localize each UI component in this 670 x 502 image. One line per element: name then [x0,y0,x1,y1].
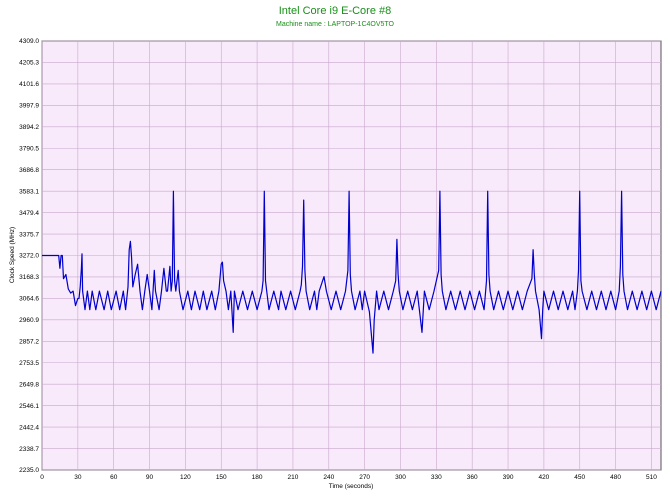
y-tick-label: 4101.6 [19,81,39,88]
x-tick-label: 60 [110,474,118,481]
y-tick-label: 2442.4 [19,424,39,431]
grid-lines [41,40,661,471]
y-tick-label: 2649.8 [19,381,39,388]
chart-title: Intel Core i9 E-Core #8 [278,5,392,17]
x-tick-label: 30 [74,474,82,481]
y-tick-label: 2960.9 [19,317,39,324]
y-tick-label: 3168.3 [19,274,39,281]
y-tick-label: 3997.9 [19,103,39,110]
y-axis-label: Clock Speed (MHz) [9,227,16,283]
x-tick-label: 150 [216,474,227,481]
y-tick-label: 2235.0 [19,467,39,474]
y-tick-label: 2546.1 [19,403,39,410]
y-tick-label: 2857.2 [19,339,39,346]
chart-subtitle: Machine name : LAPTOP-1C4OV5TO [275,21,394,28]
x-tick-label: 510 [646,474,657,481]
x-tick-label: 480 [610,474,621,481]
x-tick-label: 450 [574,474,585,481]
x-tick-label: 360 [467,474,478,481]
y-tick-label: 4205.3 [19,60,39,67]
x-tick-label: 390 [503,474,514,481]
y-tick-label: 3375.7 [19,231,39,238]
x-tick-label: 420 [538,474,549,481]
x-tick-label: 180 [252,474,263,481]
series-line [42,190,662,354]
y-tick-label: 2753.5 [19,360,39,367]
y-tick-label: 2338.7 [19,446,39,453]
x-tick-label: 330 [431,474,442,481]
x-tick-label: 240 [323,474,334,481]
x-tick-label: 0 [40,474,44,481]
y-tick-label: 3790.5 [19,145,39,152]
y-tick-label: 3064.6 [19,296,39,303]
x-axis-label: Time (seconds) [329,483,374,490]
x-tick-label: 210 [288,474,299,481]
y-tick-label: 3583.1 [19,188,39,195]
x-tick-label: 270 [359,474,370,481]
x-axis-ticks: 0 30 60 90 120 150 180 210 240 270 300 330 360 390 420… [40,474,657,481]
x-tick-label: 300 [395,474,406,481]
y-tick-label: 3479.4 [19,210,39,217]
y-tick-label: 4309.0 [19,38,39,45]
y-tick-label: 3894.2 [19,124,39,131]
y-tick-label: 3272.0 [19,253,39,260]
x-tick-label: 90 [146,474,154,481]
y-tick-label: 3686.8 [19,167,39,174]
x-tick-label: 120 [180,474,191,481]
y-axis-ticks: 2235.0 2338.7 2442.4 2546.1 2649.8 2753.5 2857… [19,38,39,474]
